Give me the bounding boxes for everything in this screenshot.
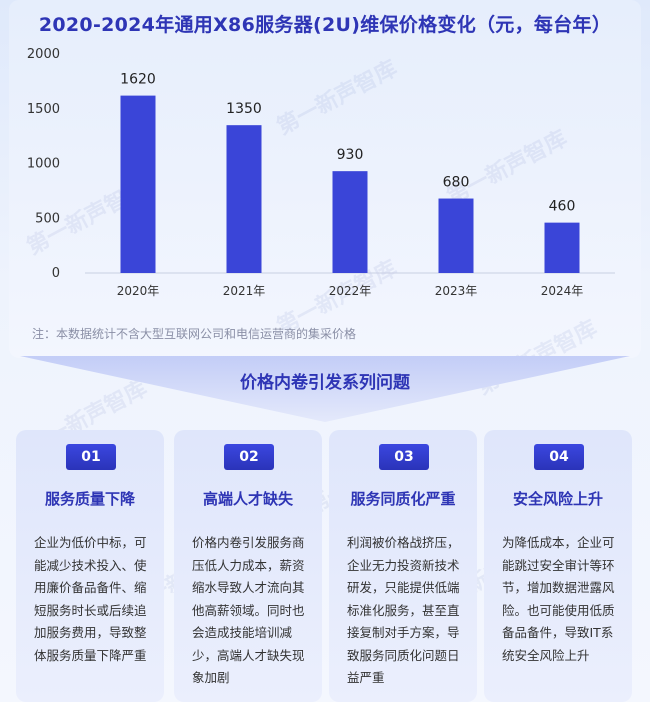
data-label: 930 (337, 147, 364, 163)
bar (226, 125, 262, 273)
card-number-badge: 01 (66, 444, 116, 470)
card-title: 安全风险上升 (512, 490, 603, 508)
chart-panel (9, 0, 641, 358)
banner-title: 价格内卷引发系列问题 (240, 373, 410, 393)
issue-card: 04 安全风险上升 为降低成本，企业可能跳过安全审计等环节，增加数据泄露风险。也… (484, 430, 632, 702)
card-body: 利润被价格战挤压，企业无力投资新技术研发，只能提供低端标准化服务，甚至直接复制对… (347, 535, 460, 685)
footnote: 注：本数据统计不含大型互联网公司和电信运营商的集采价格 (32, 327, 357, 341)
card-title: 服务同质化严重 (350, 490, 456, 508)
card-title: 高端人才缺失 (202, 490, 293, 508)
data-label: 1350 (226, 101, 262, 117)
issue-card: 03 服务同质化严重 利润被价格战挤压，企业无力投资新技术研发，只能提供低端标准… (329, 430, 477, 702)
x-tick-label: 2023年 (435, 284, 478, 298)
y-tick-label: 1000 (27, 157, 60, 172)
card-body: 为降低成本，企业可能跳过安全审计等环节，增加数据泄露风险。也可能使用低质备品备件… (502, 535, 615, 663)
card-title: 服务质量下降 (44, 490, 135, 508)
bar (120, 95, 156, 273)
bar-chart: 0 500 1000 1500 2000 1620 2020年 1350 2021年 930 202… (27, 47, 615, 298)
banner-arrow-shape (20, 356, 630, 422)
data-label: 1620 (120, 72, 156, 88)
card-body: 价格内卷引发服务商压低人力成本，薪资缩水导致人才流向其他高薪领域。同时也会造成技… (192, 535, 305, 685)
banner: 价格内卷引发系列问题 (20, 352, 630, 424)
bar (332, 171, 368, 273)
y-tick-label: 1500 (27, 102, 60, 117)
chart-title: 2020-2024年通用X86服务器(2U)维保价格变化（元，每台年） (38, 14, 612, 36)
bar (544, 222, 580, 273)
card-number-badge: 04 (534, 444, 584, 470)
issue-cards: 01 服务质量下降 企业为低价中标，可能减少技术投入、使用廉价备品备件、缩短服务… (16, 430, 636, 702)
x-tick-label: 2020年 (117, 284, 160, 298)
data-label: 680 (443, 175, 470, 191)
card-number-badge: 03 (379, 444, 429, 470)
x-tick-label: 2021年 (223, 284, 266, 298)
y-tick-label: 2000 (27, 47, 60, 62)
issue-card: 02 高端人才缺失 价格内卷引发服务商压低人力成本，薪资缩水导致人才流向其他高薪… (174, 430, 322, 702)
x-tick-label: 2022年 (329, 284, 372, 298)
y-tick-label: 500 (35, 211, 60, 226)
bar (438, 198, 474, 273)
card-body: 企业为低价中标，可能减少技术投入、使用廉价备品备件、缩短服务时长或后续追加服务费… (34, 535, 147, 663)
y-tick-label: 0 (52, 266, 60, 281)
data-label: 460 (549, 199, 576, 215)
x-tick-label: 2024年 (541, 284, 584, 298)
issue-card: 01 服务质量下降 企业为低价中标，可能减少技术投入、使用廉价备品备件、缩短服务… (16, 430, 164, 702)
card-number-badge: 02 (224, 444, 274, 470)
